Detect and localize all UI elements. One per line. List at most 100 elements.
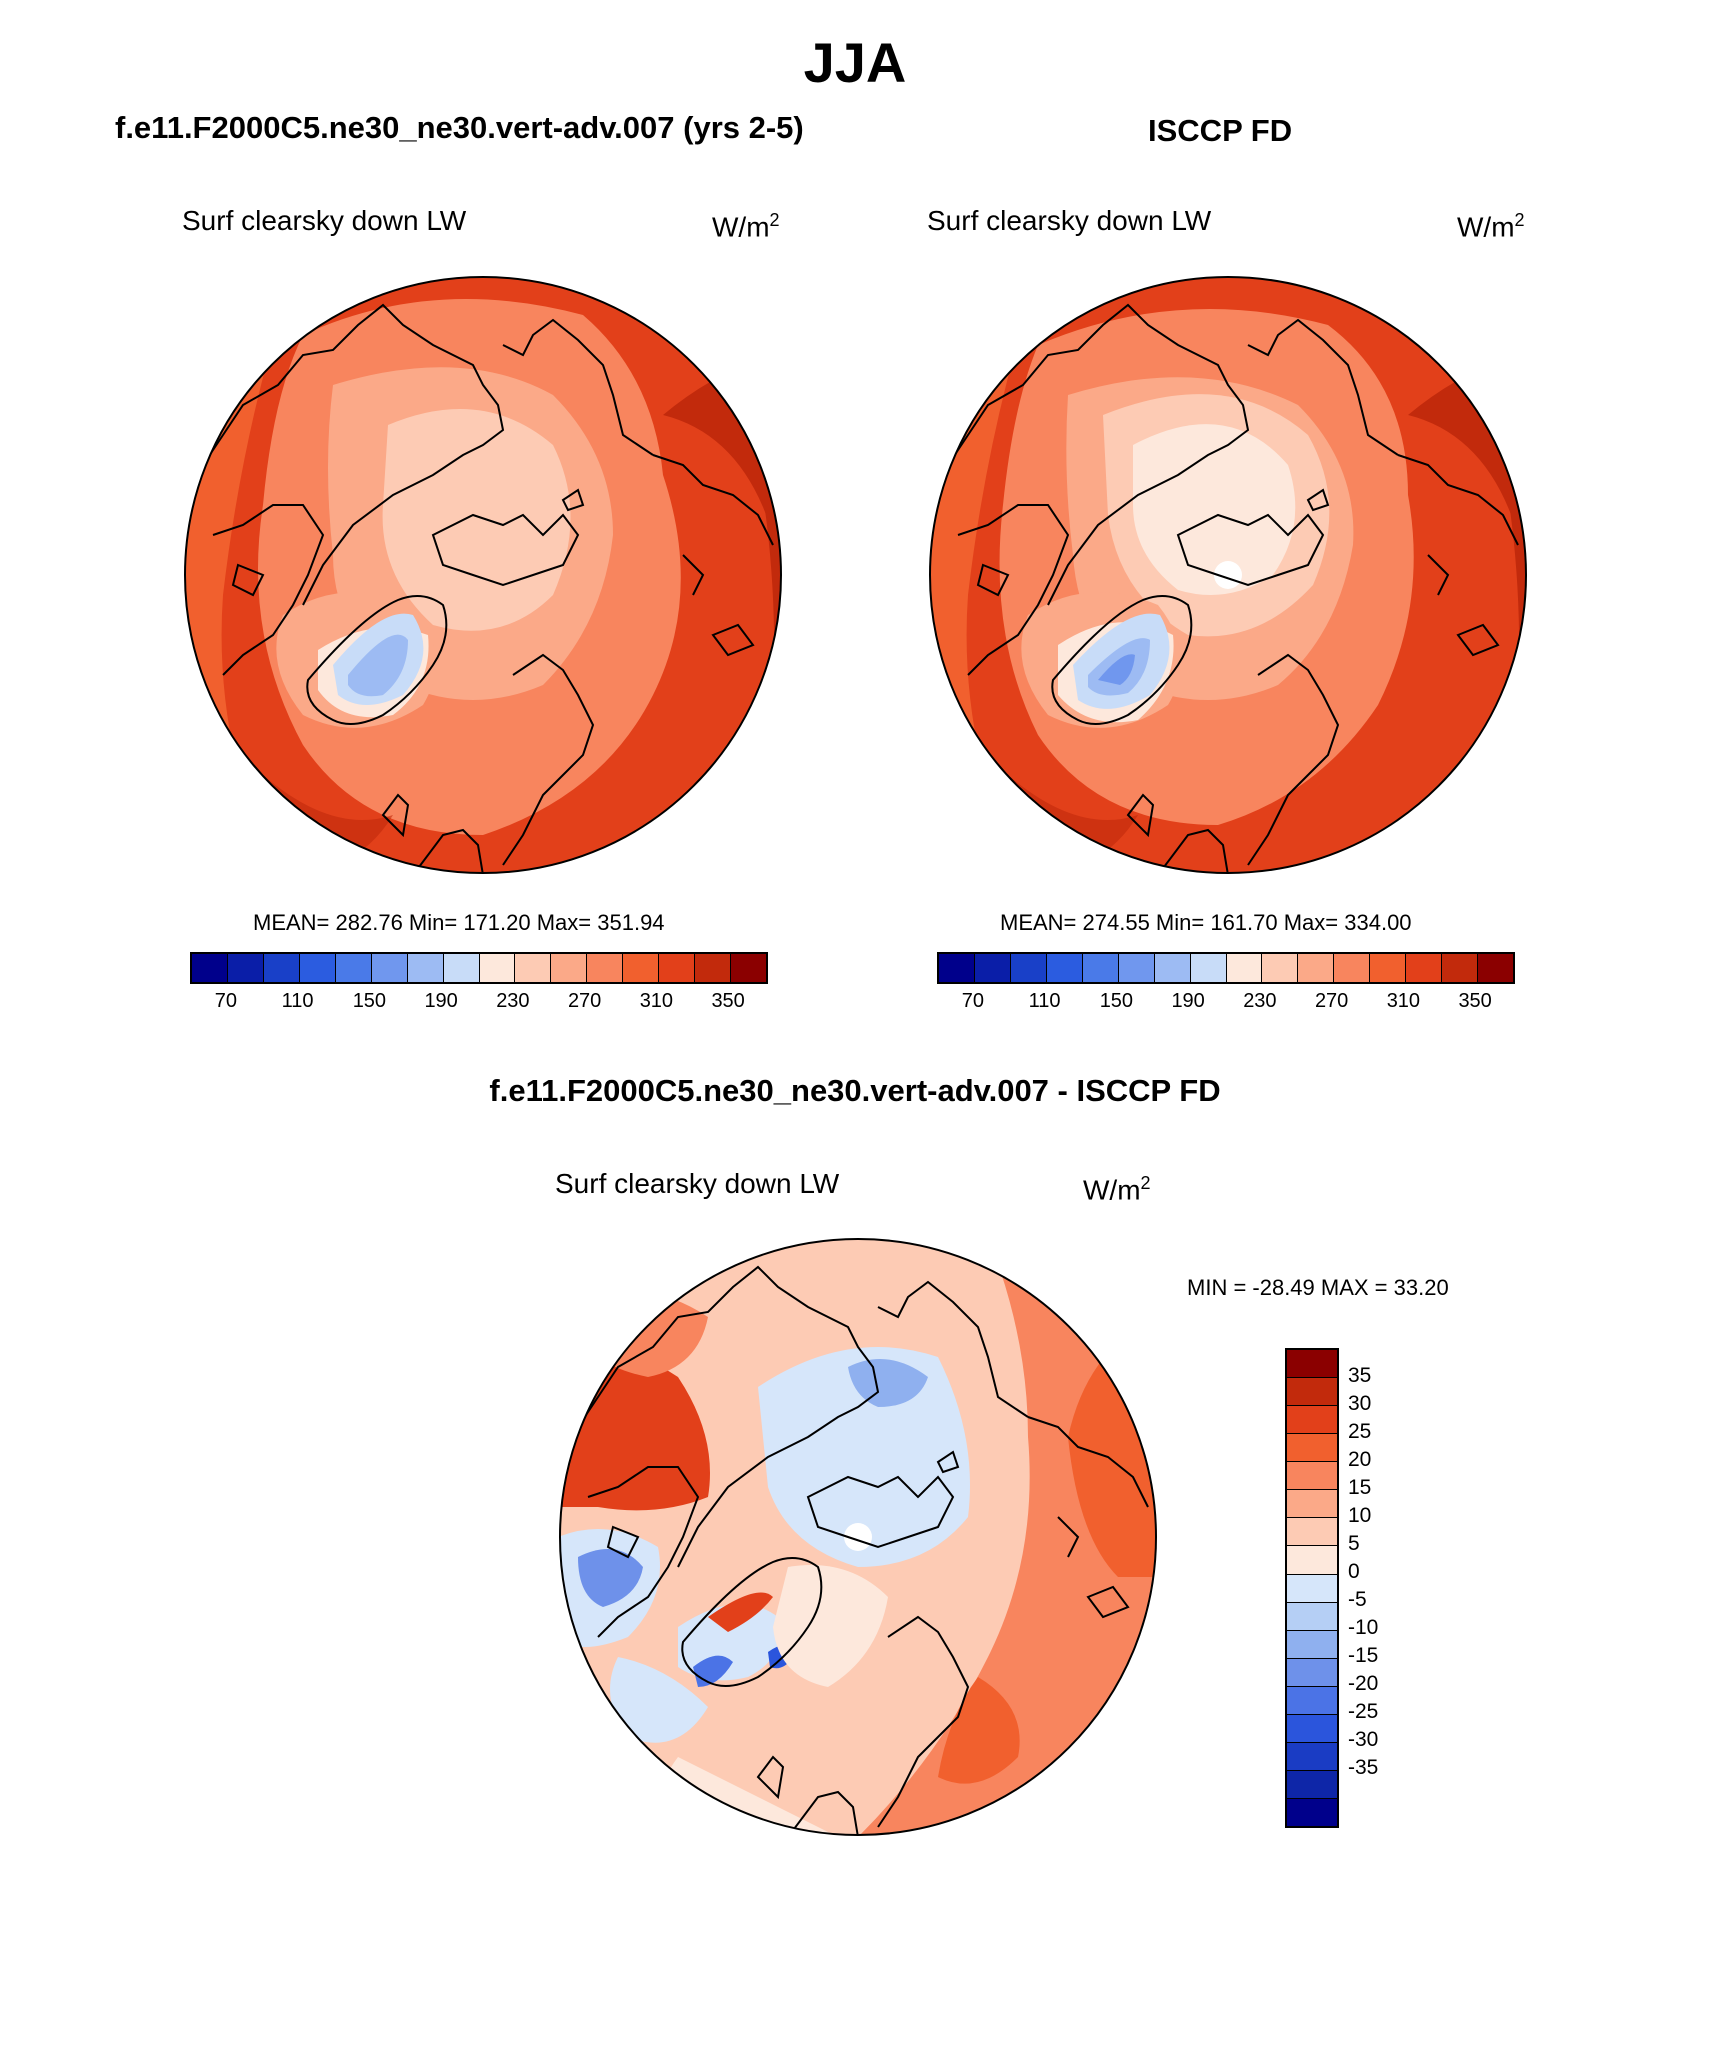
- colorbar-tick-label: 70: [214, 990, 237, 1012]
- left-variable-label: Surf clearsky down LW: [182, 205, 467, 236]
- colorbar-swatch: [515, 954, 552, 982]
- diff-units: W/m2: [1083, 1173, 1151, 1206]
- left-colorbar: [190, 952, 768, 984]
- diff-title: f.e11.F2000C5.ne30_ne30.vert-adv.007 - I…: [489, 1073, 1221, 1108]
- colorbar-swatch: [192, 954, 228, 982]
- colorbar-swatch: [1287, 1686, 1337, 1715]
- colorbar-swatch: [1478, 954, 1513, 982]
- colorbar-swatch: [1190, 954, 1227, 982]
- colorbar-swatch: [1046, 954, 1083, 982]
- colorbar-tick-label: 310: [1386, 990, 1421, 1012]
- colorbar-swatch: [407, 954, 444, 982]
- colorbar-swatch: [1118, 954, 1155, 982]
- colorbar-tick-label: 350: [711, 990, 745, 1012]
- colorbar-swatch: [1010, 954, 1047, 982]
- colorbar-tick-label: 110: [1028, 990, 1061, 1012]
- colorbar-tick-label: -30: [1348, 1728, 1379, 1751]
- colorbar-swatch: [1287, 1350, 1337, 1379]
- colorbar-tick-label: 70: [961, 990, 984, 1012]
- colorbar-swatch: [1154, 954, 1191, 982]
- figure-title: JJA: [803, 31, 907, 94]
- colorbar-tick-label: 230: [1243, 990, 1277, 1012]
- colorbar-swatch: [1287, 1742, 1337, 1771]
- diff-colorbar-ticks: 35 30 25 20 15 10 5 0 -5 -10 -15 -20 -25 -30 -35: [1348, 1348, 1428, 1824]
- colorbar-swatch: [731, 954, 766, 982]
- colorbar-swatch: [1287, 1574, 1337, 1603]
- colorbar-tick-label: 230: [496, 990, 530, 1012]
- colorbar-tick-label: 5: [1348, 1532, 1360, 1555]
- left-case-title: f.e11.F2000C5.ne30_ne30.vert-adv.007 (yr…: [115, 110, 804, 145]
- diff-variable-label: Surf clearsky down LW: [555, 1168, 840, 1199]
- right-units: W/m2: [1457, 210, 1525, 243]
- colorbar-swatch: [1334, 954, 1371, 982]
- colorbar-swatch: [1082, 954, 1119, 982]
- colorbar-swatch: [1287, 1518, 1337, 1547]
- colorbar-swatch: [1287, 1658, 1337, 1687]
- colorbar-tick-label: 35: [1348, 1364, 1372, 1387]
- colorbar-tick-label: 110: [281, 990, 314, 1012]
- colorbar-swatch: [1287, 1378, 1337, 1407]
- colorbar-swatch: [1287, 1406, 1337, 1435]
- colorbar-swatch: [623, 954, 660, 982]
- colorbar-tick-label: 150: [352, 990, 387, 1012]
- colorbar-tick-label: 190: [1171, 990, 1205, 1012]
- colorbar-tick-label: -25: [1348, 1700, 1379, 1723]
- colorbar-swatch: [1287, 1462, 1337, 1491]
- colorbar-swatch: [1287, 1434, 1337, 1463]
- colorbar-swatch: [1287, 1546, 1337, 1575]
- right-stats: MEAN= 274.55 Min= 161.70 Max= 334.00: [1000, 910, 1412, 935]
- colorbar-swatch: [551, 954, 588, 982]
- colorbar-swatch: [1406, 954, 1443, 982]
- colorbar-tick-label: -20: [1348, 1672, 1379, 1695]
- colorbar-tick-label: 15: [1348, 1476, 1372, 1499]
- diff-stats: MIN = -28.49 MAX = 33.20: [1187, 1275, 1449, 1300]
- colorbar-tick-label: -15: [1348, 1644, 1379, 1667]
- diff-colorbar: [1285, 1348, 1339, 1828]
- colorbar-tick-label: -5: [1348, 1588, 1367, 1611]
- colorbar-tick-label: 310: [639, 990, 674, 1012]
- colorbar-tick-label: 150: [1099, 990, 1134, 1012]
- right-colorbar: [937, 952, 1515, 984]
- colorbar-tick-label: 270: [1314, 990, 1349, 1012]
- colorbar-tick-label: 25: [1348, 1420, 1372, 1443]
- colorbar-tick-label: 190: [424, 990, 458, 1012]
- diff-polar-map: [559, 1238, 1157, 1836]
- colorbar-swatch: [335, 954, 372, 982]
- right-variable-label: Surf clearsky down LW: [927, 205, 1212, 236]
- colorbar-tick-label: 350: [1458, 990, 1492, 1012]
- colorbar-tick-label: 0: [1348, 1560, 1360, 1583]
- right-case-title: ISCCP FD: [1148, 113, 1293, 148]
- colorbar-swatch: [1287, 1714, 1337, 1743]
- colorbar-swatch: [587, 954, 624, 982]
- left-colorbar-ticks: 70 110 150 190 230 270 310 350: [190, 990, 764, 1018]
- colorbar-swatch: [443, 954, 480, 982]
- colorbar-swatch: [1262, 954, 1299, 982]
- colorbar-swatch: [939, 954, 975, 982]
- colorbar-swatch: [974, 954, 1011, 982]
- colorbar-swatch: [1287, 1799, 1337, 1827]
- colorbar-swatch: [1370, 954, 1407, 982]
- colorbar-swatch: [299, 954, 336, 982]
- left-units: W/m2: [712, 210, 780, 243]
- right-colorbar-ticks: 70 110 150 190 230 270 310 350: [937, 990, 1511, 1018]
- right-polar-map: [929, 276, 1527, 874]
- colorbar-tick-label: 20: [1348, 1448, 1372, 1471]
- colorbar-swatch: [1287, 1602, 1337, 1631]
- colorbar-swatch: [1287, 1630, 1337, 1659]
- colorbar-tick-label: 270: [567, 990, 602, 1012]
- colorbar-swatch: [1226, 954, 1263, 982]
- left-stats: MEAN= 282.76 Min= 171.20 Max= 351.94: [253, 910, 665, 935]
- colorbar-swatch: [1287, 1490, 1337, 1519]
- colorbar-tick-label: 30: [1348, 1392, 1372, 1415]
- colorbar-swatch: [371, 954, 408, 982]
- colorbar-swatch: [1442, 954, 1479, 982]
- colorbar-swatch: [263, 954, 300, 982]
- colorbar-tick-label: -10: [1348, 1616, 1379, 1639]
- colorbar-tick-label: 10: [1348, 1504, 1372, 1527]
- colorbar-swatch: [227, 954, 264, 982]
- colorbar-tick-label: -35: [1348, 1756, 1379, 1779]
- colorbar-swatch: [1298, 954, 1335, 982]
- colorbar-swatch: [479, 954, 516, 982]
- colorbar-swatch: [695, 954, 732, 982]
- left-polar-map: [184, 276, 782, 874]
